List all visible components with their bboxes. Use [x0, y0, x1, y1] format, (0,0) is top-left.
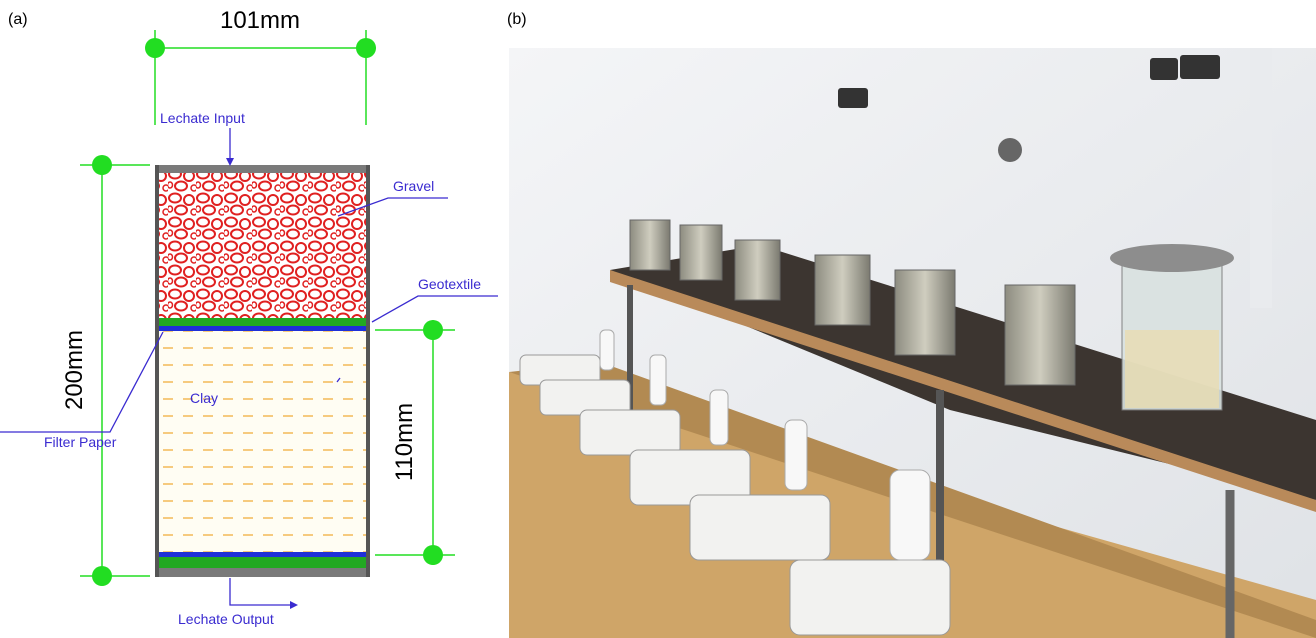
shape	[1005, 285, 1075, 385]
shape	[423, 545, 443, 565]
shape	[630, 220, 670, 270]
shape	[356, 38, 376, 58]
shape	[159, 557, 366, 568]
input-label: Lechate Input	[160, 110, 245, 126]
soil-column	[155, 165, 370, 577]
clay-label: Clay	[190, 390, 218, 406]
shape	[1180, 55, 1220, 79]
shape	[226, 158, 234, 166]
shape	[92, 566, 112, 586]
output-arrow	[230, 578, 292, 605]
shape	[680, 225, 722, 280]
shape	[890, 470, 930, 560]
geotextile-label: Geotextile	[418, 276, 481, 292]
geotextile-leader	[372, 296, 498, 322]
shape	[159, 318, 366, 326]
shape	[155, 568, 370, 577]
width-dimension: 101mm	[220, 7, 300, 34]
shape	[155, 165, 370, 173]
shape	[998, 138, 1022, 162]
shape	[159, 331, 366, 552]
shape	[159, 173, 366, 318]
shape	[785, 420, 807, 490]
output-label: Lechate Output	[178, 611, 274, 627]
filter-paper-label: Filter Paper	[44, 434, 117, 450]
shape	[1250, 48, 1272, 308]
figure: (a) (b) 101mm 200mm 110mm Lechate Input	[0, 0, 1316, 638]
shape	[366, 165, 370, 577]
shape	[92, 155, 112, 175]
panel-label: (b)	[507, 11, 527, 28]
shape	[159, 552, 366, 557]
shape	[650, 355, 666, 405]
shape	[690, 495, 830, 560]
shape	[155, 165, 159, 577]
shape	[159, 326, 366, 331]
shape	[815, 255, 870, 325]
shape	[1150, 58, 1178, 80]
shape	[423, 320, 443, 340]
gravel-label: Gravel	[393, 178, 434, 194]
shape	[710, 390, 728, 445]
shape	[580, 410, 680, 455]
shape	[838, 88, 868, 108]
shape	[790, 560, 950, 635]
panel-label: (a)	[8, 11, 28, 28]
lab-photo	[509, 48, 1316, 638]
shape	[600, 330, 614, 370]
shape	[1125, 330, 1219, 408]
shape	[735, 240, 780, 300]
clay-height-dimension: 110mm	[391, 403, 418, 481]
shape	[145, 38, 165, 58]
shape	[290, 601, 298, 609]
height-dimension: 200mm	[61, 330, 88, 410]
shape	[895, 270, 955, 355]
shape	[1110, 244, 1234, 272]
